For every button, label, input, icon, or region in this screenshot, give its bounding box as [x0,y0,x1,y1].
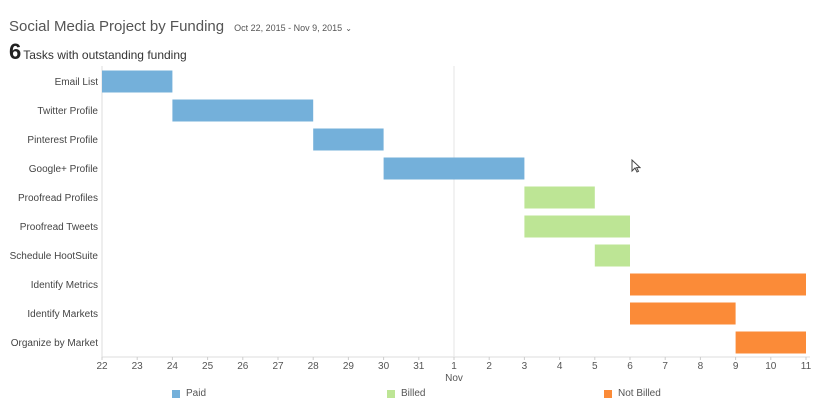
legend-swatch [604,389,612,398]
task-bar [313,128,384,151]
x-tick-label: 9 [733,361,739,372]
x-tick-label: 2 [486,361,492,372]
task-bar [172,99,314,122]
mouse-cursor-icon [631,159,641,173]
task-bar [102,70,173,93]
legend-item[interactable]: Billed [387,388,425,399]
x-month-label: Nov [445,373,463,384]
legend-label: Not Billed [618,388,661,399]
x-tick-label: 30 [378,361,390,372]
x-tick-label: 22 [96,361,108,372]
summary: 6 Tasks with outstanding funding [9,40,187,64]
x-tick-label: 28 [308,361,320,372]
task-label: Google+ Profile [29,164,99,175]
task-bar [524,186,595,209]
task-bar [735,331,806,354]
x-tick-label: 31 [413,361,425,372]
task-label: Schedule HootSuite [10,251,99,262]
task-label: Proofread Profiles [18,193,98,204]
task-bar [630,273,806,296]
chart-title: Social Media Project by Funding [9,18,225,35]
task-label: Identify Metrics [31,280,98,291]
x-tick-label: 8 [698,361,704,372]
x-tick-label: 3 [522,361,528,372]
date-range-label: Oct 22, 2015 - Nov 9, 2015 [234,23,343,33]
x-tick-label: 27 [272,361,284,372]
task-bar [630,302,736,325]
task-label: Organize by Market [11,338,98,349]
x-tick-label: 23 [132,361,144,372]
x-tick-label: 4 [557,361,563,372]
legend-item[interactable]: Not Billed [604,388,661,399]
x-tick-label: 6 [627,361,633,372]
legend-swatch [387,389,395,398]
task-count: 6 [9,39,22,64]
task-count-label: Tasks with outstanding funding [23,48,187,62]
chart-header: Social Media Project by Funding Oct 22, … [9,18,352,35]
x-tick-label: 29 [343,361,355,372]
x-tick-label: 25 [202,361,214,372]
x-tick-label: 1 [451,361,457,372]
task-label: Email List [55,77,99,88]
task-bar [383,157,525,180]
legend-label: Paid [186,388,207,399]
legend: Paid Billed Not Billed [0,388,820,402]
x-tick-label: 11 [801,361,812,372]
chevron-down-icon: ⌄ [345,24,352,33]
date-range-dropdown[interactable]: Oct 22, 2015 - Nov 9, 2015 ⌄ [234,23,352,33]
task-label: Pinterest Profile [27,135,98,146]
legend-swatch [172,389,180,398]
task-label: Identify Markets [27,309,98,320]
task-label: Twitter Profile [37,106,98,117]
task-label: Proofread Tweets [20,222,98,233]
legend-label: Billed [401,388,426,399]
x-tick-label: 7 [662,361,668,372]
x-tick-label: 26 [237,361,249,372]
task-bar [524,215,630,238]
x-tick-label: 5 [592,361,598,372]
legend-item[interactable]: Paid [172,388,206,399]
x-tick-label: 10 [765,361,777,372]
task-bar [594,244,630,267]
x-tick-label: 24 [167,361,179,372]
